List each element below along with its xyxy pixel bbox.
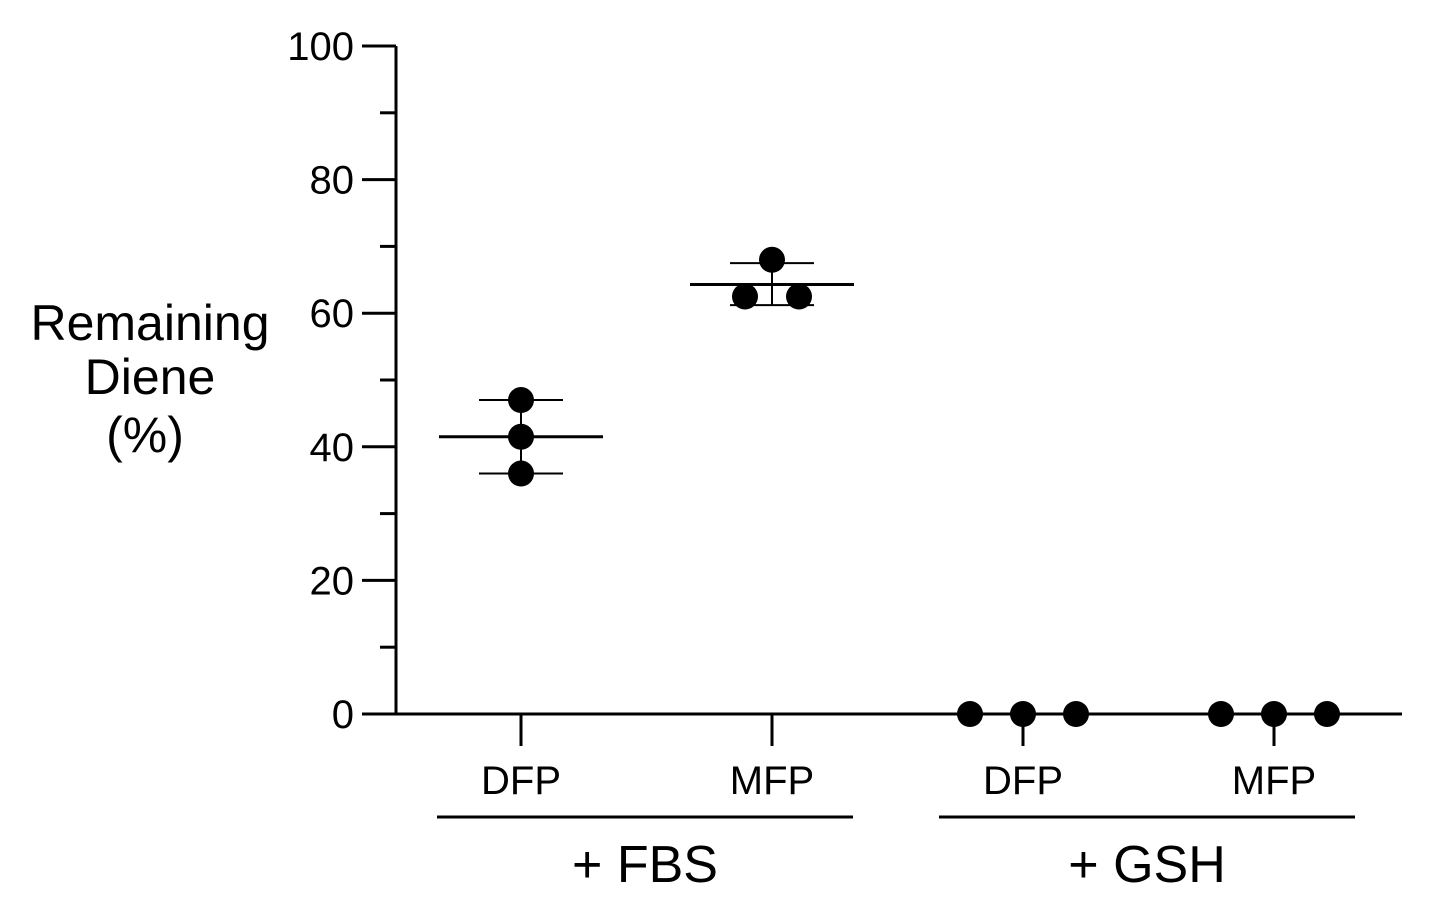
y-tick-label: 60 (310, 292, 355, 336)
y-tick-label: 40 (310, 426, 355, 470)
x-axis-categories: DFP MFP DFP MFP (481, 714, 1316, 803)
data-point (759, 246, 785, 273)
y-tick-label: 20 (310, 559, 355, 603)
axes (362, 46, 1402, 716)
y-axis-label-line-3: (%) (106, 407, 184, 463)
data-point (1314, 701, 1340, 727)
data-point (508, 460, 534, 487)
data-point (786, 283, 812, 310)
group-label: + FBS (572, 836, 718, 894)
data-marks (439, 246, 1340, 727)
data-point (508, 387, 534, 414)
group-brackets: + FBS + GSH (437, 815, 1355, 894)
y-axis-label: Remaining Diene (%) (30, 295, 269, 463)
y-axis-ticks: 0 20 40 60 80 100 (287, 25, 396, 737)
data-point (732, 283, 758, 310)
data-point (508, 423, 534, 450)
x-category-label: DFP (983, 759, 1063, 803)
y-tick-label: 100 (287, 25, 354, 69)
data-point (1208, 701, 1234, 727)
data-point (957, 701, 983, 727)
y-axis-label-line-1: Remaining (30, 295, 269, 351)
group-label: + GSH (1068, 836, 1226, 894)
data-point (1261, 701, 1287, 727)
y-tick-label: 0 (332, 693, 354, 737)
y-axis-label-line-2: Diene (85, 349, 216, 405)
data-point (1010, 701, 1036, 727)
data-point (1063, 701, 1089, 727)
x-category-label: MFP (1232, 759, 1316, 803)
x-category-label: MFP (730, 759, 814, 803)
x-category-label: DFP (481, 759, 561, 803)
y-tick-label: 80 (310, 159, 355, 203)
